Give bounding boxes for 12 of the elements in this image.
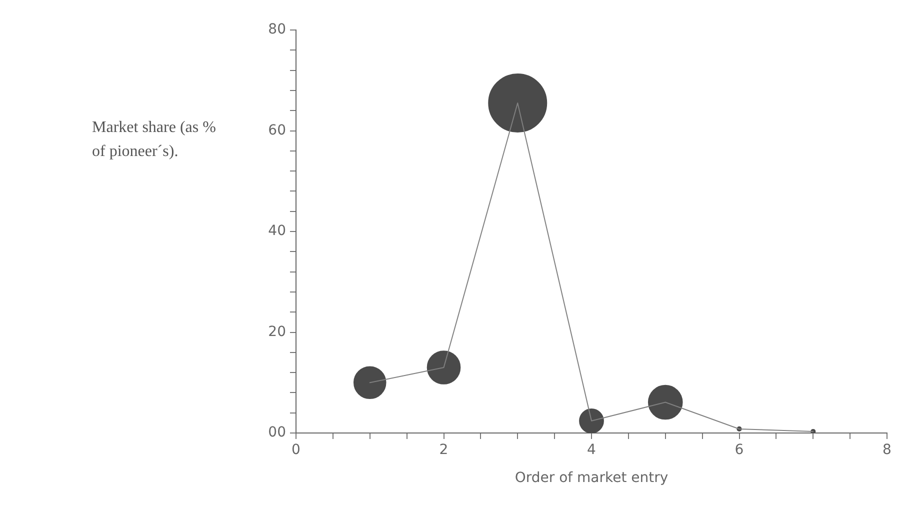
y-tick-label: 40: [268, 223, 286, 240]
y-tick-label: 60: [268, 122, 286, 138]
x-tick-label: 8: [882, 442, 892, 458]
x-axis-title: Order of market entry: [514, 470, 668, 486]
x-tick-label: 0: [292, 442, 300, 458]
y-tick-label: 80: [268, 22, 286, 38]
y-tick-label: 20: [268, 324, 286, 340]
y-axis-title: Market share (as % of pioneer´s).: [92, 118, 217, 162]
x-tick-label: 6: [734, 442, 744, 458]
y-tick-label: 00: [268, 424, 286, 441]
x-tick-label: 4: [587, 442, 596, 458]
x-tick-label: 2: [439, 442, 448, 458]
